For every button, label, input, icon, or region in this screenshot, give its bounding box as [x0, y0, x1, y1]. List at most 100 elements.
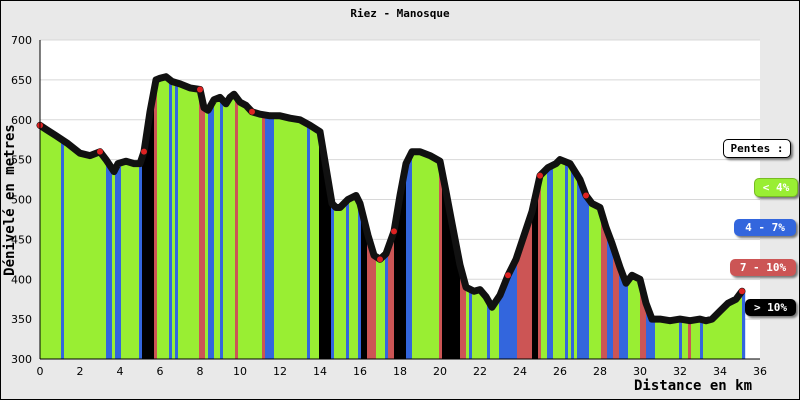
slope-band: [226, 103, 230, 359]
slope-band: [514, 263, 518, 359]
slope-band: [535, 198, 539, 359]
slope-band: [253, 112, 257, 359]
slope-band: [595, 204, 599, 359]
slope-band: [424, 153, 428, 359]
slope-band: [613, 246, 617, 359]
slope-band: [325, 161, 329, 359]
slope-band: [439, 160, 443, 359]
slope-band: [733, 300, 737, 359]
slope-band: [616, 255, 620, 359]
slope-band: [451, 218, 455, 359]
slope-band: [493, 305, 497, 359]
x-tick-label: 34: [713, 365, 727, 378]
legend-item-4-7: 4 - 7%: [734, 219, 796, 236]
slope-band: [625, 280, 629, 359]
slope-band: [385, 254, 389, 359]
slope-band: [712, 319, 716, 359]
slope-band: [724, 307, 728, 359]
slope-band: [661, 319, 665, 359]
slope-band: [553, 165, 557, 359]
slope-band: [259, 113, 263, 359]
slope-band: [358, 199, 362, 359]
x-tick-label: 4: [117, 365, 124, 378]
slope-band: [367, 231, 371, 359]
slope-band: [67, 143, 71, 359]
slope-band: [79, 152, 83, 359]
y-tick-label: 650: [11, 74, 32, 87]
y-tick-labels: 300 350 400 450 500 550 600 650 700: [11, 34, 32, 366]
slope-band: [571, 165, 575, 359]
x-tick-label: 26: [553, 365, 567, 378]
slope-band: [292, 118, 296, 359]
slope-band: [376, 256, 380, 359]
slope-band: [547, 168, 551, 359]
x-tick-label: 18: [393, 365, 407, 378]
slope-band: [508, 275, 512, 359]
slope-band: [130, 162, 134, 359]
x-tick-label: 36: [753, 365, 767, 378]
marker-point: [505, 272, 511, 279]
x-tick-label: 2: [77, 365, 84, 378]
slope-band: [310, 125, 314, 360]
slope-band: [478, 290, 482, 359]
slope-band: [457, 249, 461, 359]
slope-band: [529, 220, 533, 359]
y-tick-label: 350: [11, 313, 32, 326]
slope-band: [427, 154, 431, 359]
slope-band: [523, 238, 527, 359]
slope-band: [472, 290, 476, 359]
slope-band: [652, 319, 656, 359]
slope-band: [295, 118, 299, 359]
slope-band: [742, 291, 746, 359]
slope-band: [256, 112, 260, 359]
x-tick-label: 32: [673, 365, 687, 378]
marker-point: [141, 148, 147, 155]
slope-band: [193, 88, 197, 360]
slope-band: [481, 290, 485, 359]
marker-point: [391, 228, 397, 235]
y-tick-label: 600: [11, 114, 32, 127]
elevation-profile: [36, 73, 746, 325]
slope-band: [355, 196, 359, 359]
slope-band: [394, 231, 398, 359]
slope-band: [379, 258, 383, 359]
slope-band: [337, 207, 341, 359]
slope-band: [421, 152, 425, 359]
y-tick-label: 550: [11, 154, 32, 167]
slope-band: [127, 161, 131, 359]
marker-point: [537, 172, 543, 179]
slope-band: [586, 195, 590, 359]
slope-band: [76, 150, 80, 359]
x-tick-label: 30: [633, 365, 647, 378]
slope-band: [406, 163, 410, 359]
slope-band: [610, 238, 614, 359]
slope-band: [109, 164, 113, 359]
slope-band: [340, 207, 344, 359]
slope-band: [550, 166, 554, 359]
slope-band: [673, 320, 677, 359]
slope-band: [142, 157, 146, 359]
slope-band: [640, 279, 644, 359]
x-tick-label: 24: [513, 365, 527, 378]
slope-band: [169, 79, 173, 359]
slope-band: [172, 81, 176, 359]
slope-band: [283, 116, 287, 359]
slope-band: [352, 197, 356, 359]
slope-band: [700, 319, 704, 359]
slope-band: [304, 121, 308, 359]
slope-band: [667, 320, 671, 359]
slope-band: [331, 197, 335, 359]
slope-band: [268, 115, 272, 359]
slope-band: [46, 129, 50, 359]
slope-band: [601, 210, 605, 359]
slope-band: [235, 95, 239, 359]
slope-band: [160, 78, 164, 359]
slope-band: [577, 174, 581, 359]
slope-band: [319, 131, 323, 359]
slope-band: [544, 171, 548, 359]
slope-band: [397, 213, 401, 359]
slope-band: [217, 98, 221, 360]
slope-band: [415, 151, 419, 359]
x-tick-label: 22: [473, 365, 487, 378]
slope-band: [286, 117, 290, 359]
